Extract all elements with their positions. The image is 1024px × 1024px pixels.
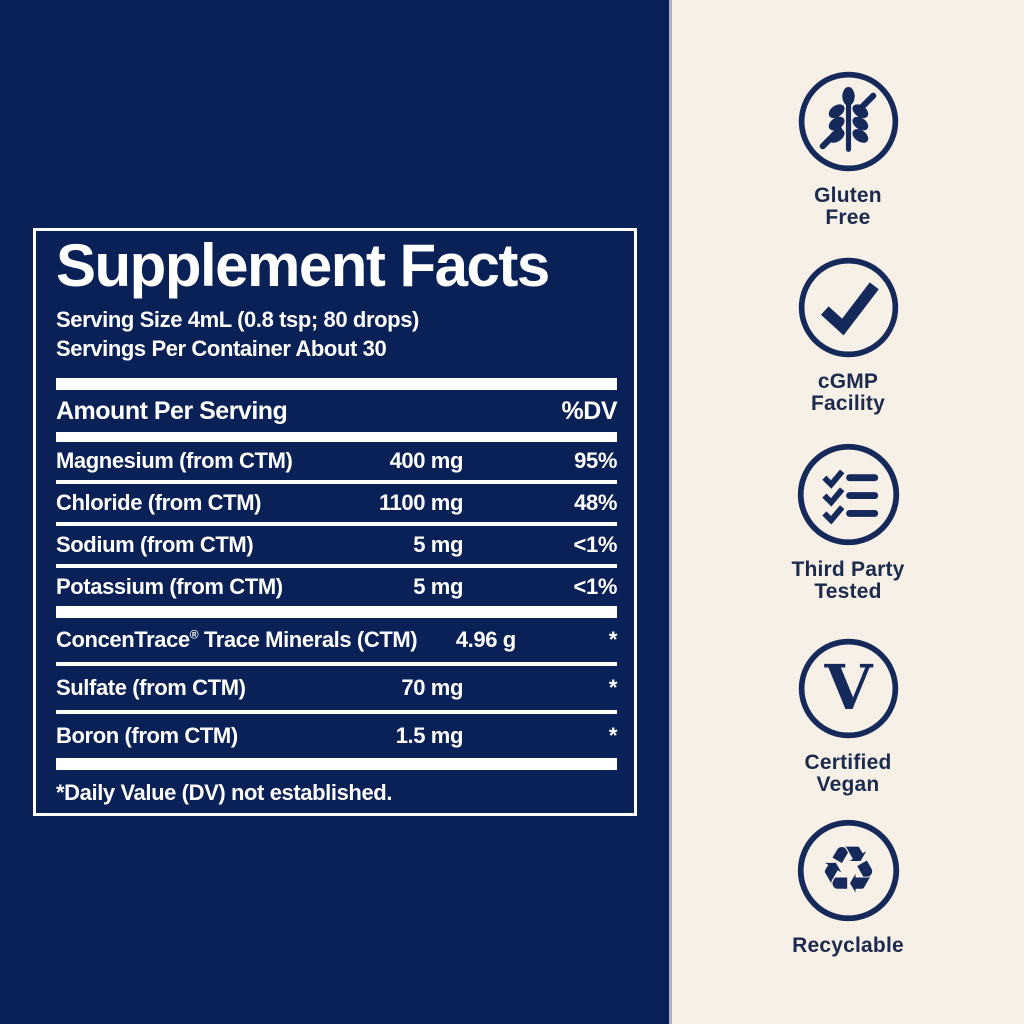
serving-size-text: Serving Size 4mL (0.8 tsp; 80 drops)	[56, 307, 419, 332]
nutrient-amount: 4.96 g	[455, 627, 516, 652]
badge-certified-vegan: V Certified Vegan	[672, 637, 1024, 796]
nutrient-amount: 70 mg	[401, 675, 463, 700]
nutrient-dv: *	[608, 627, 618, 652]
registered-trademark-symbol: ®	[189, 627, 199, 642]
table-header-row: Amount Per Serving %DV	[56, 390, 618, 432]
badge-label: Certified Vegan	[804, 751, 892, 796]
nutrient-name: Sulfate (from CTM)	[56, 675, 246, 700]
nutrient-amount: 1.5 mg	[395, 723, 464, 748]
row-divider	[56, 480, 617, 484]
badge-label: Gluten Free	[814, 184, 882, 229]
nutrient-row-boron: Boron (from CTM) 1.5 mg *	[56, 714, 617, 758]
badge-label: Recyclable	[792, 934, 904, 957]
cgmp-check-icon	[797, 256, 900, 359]
nutrient-amount: 1100 mg	[378, 490, 463, 515]
recycling-arrows-glyph: ♻	[819, 834, 877, 909]
nutrient-row-concentrace: ConcenTrace® Trace Minerals (CTM) 4.96 g…	[56, 618, 617, 662]
nutrient-name: Chloride (from CTM)	[56, 490, 262, 515]
nutrient-amount: 5 mg	[413, 574, 463, 599]
nutrient-dv: <1%	[573, 574, 618, 599]
panel-seam-divider	[669, 0, 672, 1024]
nutrient-name: Sodium (from CTM)	[56, 532, 254, 557]
nutrient-row-chloride: Chloride (from CTM) 1100 mg 48%	[56, 484, 617, 522]
divider-bar-thick	[56, 606, 617, 618]
amount-per-serving-header: Amount Per Serving	[56, 396, 288, 425]
nutrient-row-magnesium: Magnesium (from CTM) 400 mg 95%	[56, 442, 617, 480]
daily-value-footnote: *Daily Value (DV) not established.	[56, 780, 393, 805]
divider-bar-thick	[56, 378, 617, 390]
nutrient-name: Boron (from CTM)	[56, 723, 238, 748]
gluten-free-icon	[797, 70, 900, 173]
divider-bar-thick	[56, 432, 617, 442]
nutrient-name: Potassium (from CTM)	[56, 574, 283, 599]
badge-label: cGMP Facility	[811, 370, 885, 415]
percent-dv-header: %DV	[561, 396, 618, 425]
third-party-checklist-icon	[796, 442, 901, 547]
servings-per-container-text: Servings Per Container About 30	[56, 336, 387, 361]
badge-gluten-free: Gluten Free	[672, 70, 1024, 229]
row-divider	[56, 710, 617, 714]
nutrient-amount: 400 mg	[389, 448, 464, 473]
row-divider	[56, 522, 617, 526]
nutrient-dv: 48%	[574, 490, 617, 515]
badge-cgmp-facility: cGMP Facility	[672, 256, 1024, 415]
nutrient-dv: *	[608, 723, 618, 748]
vegan-v-letter: V	[823, 651, 873, 724]
badge-third-party-tested: Third Party Tested	[672, 442, 1024, 603]
nutrient-row-sulfate: Sulfate (from CTM) 70 mg *	[56, 666, 617, 710]
divider-bar-thick	[56, 758, 617, 770]
nutrient-dv: <1%	[573, 532, 618, 557]
nutrient-name: ConcenTrace® Trace Minerals (CTM)	[56, 627, 418, 652]
nutrient-dv: 95%	[574, 448, 617, 473]
certified-vegan-icon: V	[797, 637, 900, 740]
nutrient-row-potassium: Potassium (from CTM) 5 mg <1%	[56, 568, 617, 606]
nutrient-row-sodium: Sodium (from CTM) 5 mg <1%	[56, 526, 617, 564]
row-divider	[56, 662, 617, 666]
supplement-facts-title: Supplement Facts	[56, 232, 550, 299]
recyclable-icon: ♻	[796, 818, 901, 923]
row-divider	[56, 564, 617, 568]
certification-badges-sidebar: Gluten Free cGMP Facility	[672, 0, 1024, 1024]
badge-label: Third Party Tested	[791, 558, 905, 603]
supplement-facts-panel: Supplement Facts Serving Size 4mL (0.8 t…	[33, 228, 637, 816]
nutrient-dv: *	[608, 675, 618, 700]
nutrient-amount: 5 mg	[413, 532, 463, 557]
badge-recyclable: ♻ Recyclable	[672, 818, 1024, 957]
nutrient-name: Magnesium (from CTM)	[56, 448, 293, 473]
